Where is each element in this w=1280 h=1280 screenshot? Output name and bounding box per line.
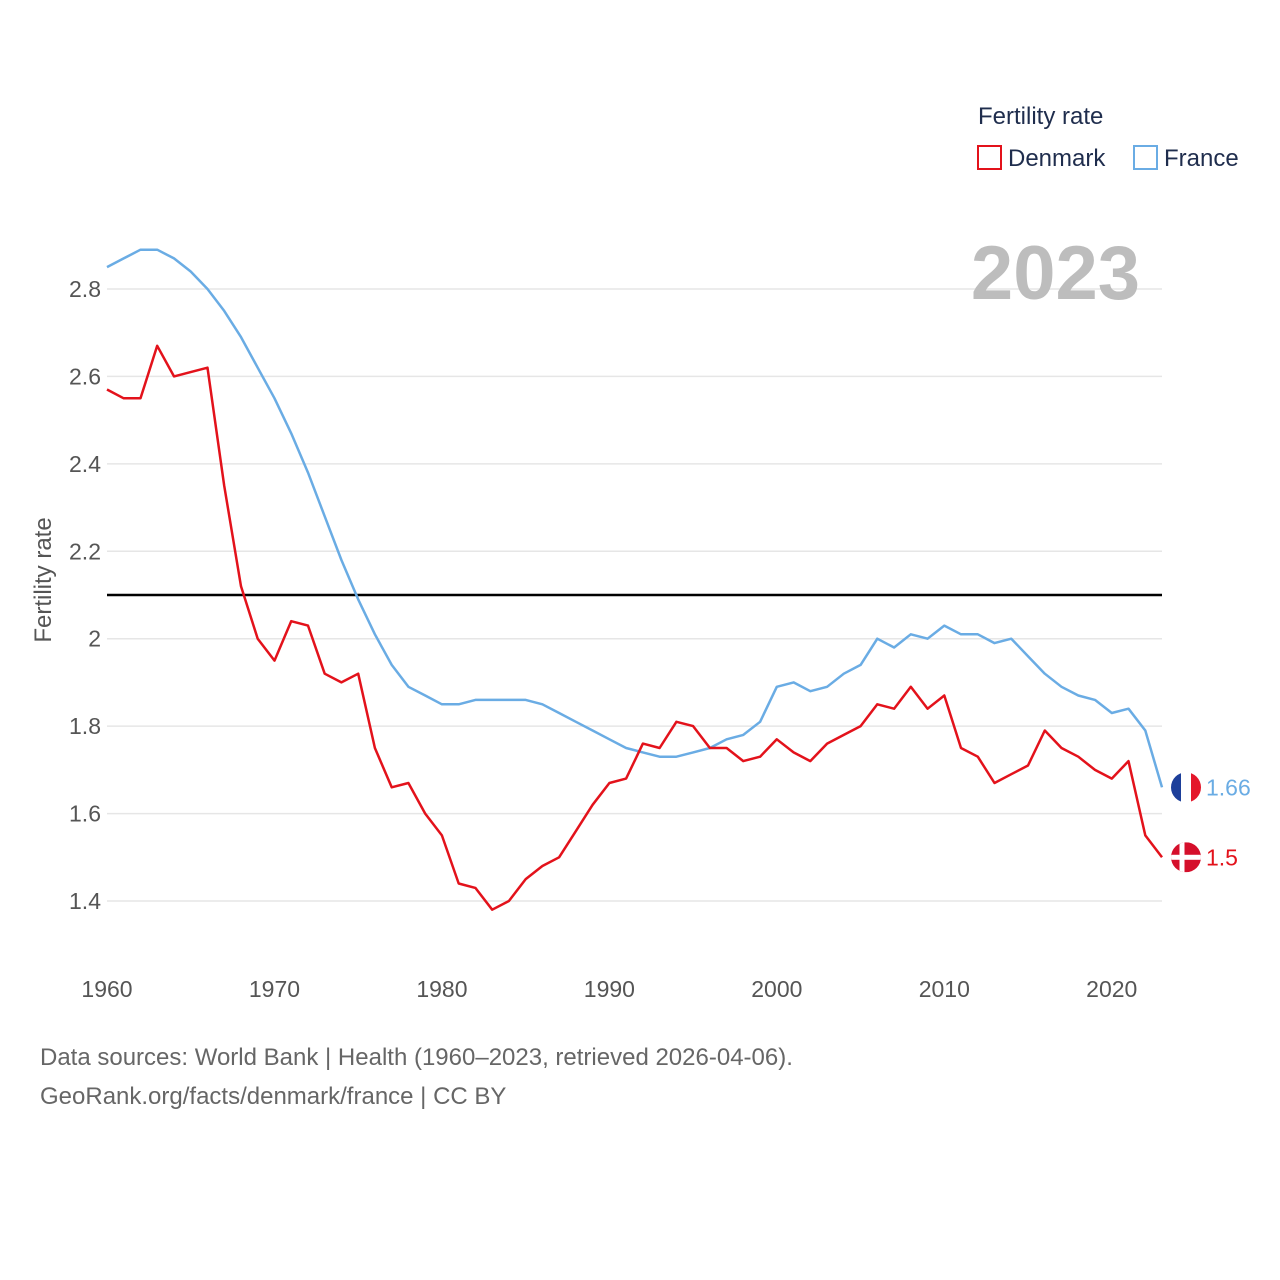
legend-item-denmark[interactable]: Denmark xyxy=(977,145,1106,172)
legend: Fertility rate Denmark France xyxy=(977,103,1239,172)
y-tick-label: 2.2 xyxy=(69,538,101,564)
end-value-label-denmark: 1.5 xyxy=(1206,844,1238,870)
x-tick-label: 2000 xyxy=(751,976,802,1002)
footer-sources: Data sources: World Bank | Health (1960–… xyxy=(40,1044,793,1071)
y-tick-label: 1.8 xyxy=(69,713,101,739)
end-value-label-france: 1.66 xyxy=(1206,774,1251,800)
x-axis-ticks: 1960 1970 1980 1990 2000 2010 2020 xyxy=(81,976,1137,1002)
y-axis-ticks: 1.4 1.6 1.8 2 2.2 2.4 2.6 2.8 xyxy=(69,276,101,914)
footer-link[interactable]: GeoRank.org/facts/denmark/france | CC BY xyxy=(40,1083,507,1110)
series-lines xyxy=(106,248,1164,911)
x-tick-label: 2010 xyxy=(919,976,970,1002)
x-tick-label: 1990 xyxy=(584,976,635,1002)
legend-label-denmark: Denmark xyxy=(1008,145,1106,172)
denmark-flag-icon xyxy=(1171,842,1201,873)
y-tick-label: 2.6 xyxy=(69,363,101,389)
series-end-markers: 1.5 1.66 xyxy=(1171,772,1251,873)
france-flag-icon xyxy=(1171,772,1201,803)
legend-title: Fertility rate xyxy=(978,103,1103,130)
y-tick-label: 1.4 xyxy=(69,888,101,914)
legend-item-france[interactable]: France xyxy=(1133,145,1239,172)
y-axis-title: Fertility rate xyxy=(30,517,57,642)
y-tick-label: 2.8 xyxy=(69,276,101,302)
series-line-denmark[interactable] xyxy=(106,344,1163,911)
legend-label-france: France xyxy=(1164,145,1239,172)
y-tick-label: 2 xyxy=(88,626,101,652)
series-line-france[interactable] xyxy=(106,248,1164,788)
legend-swatch-denmark xyxy=(977,145,1002,170)
x-tick-label: 2020 xyxy=(1086,976,1137,1002)
y-tick-label: 2.4 xyxy=(69,451,101,477)
x-tick-label: 1960 xyxy=(81,976,132,1002)
x-tick-label: 1980 xyxy=(416,976,467,1002)
y-tick-label: 1.6 xyxy=(69,801,101,827)
x-tick-label: 1970 xyxy=(249,976,300,1002)
year-label: 2023 xyxy=(971,231,1140,316)
legend-swatch-france xyxy=(1133,145,1158,170)
